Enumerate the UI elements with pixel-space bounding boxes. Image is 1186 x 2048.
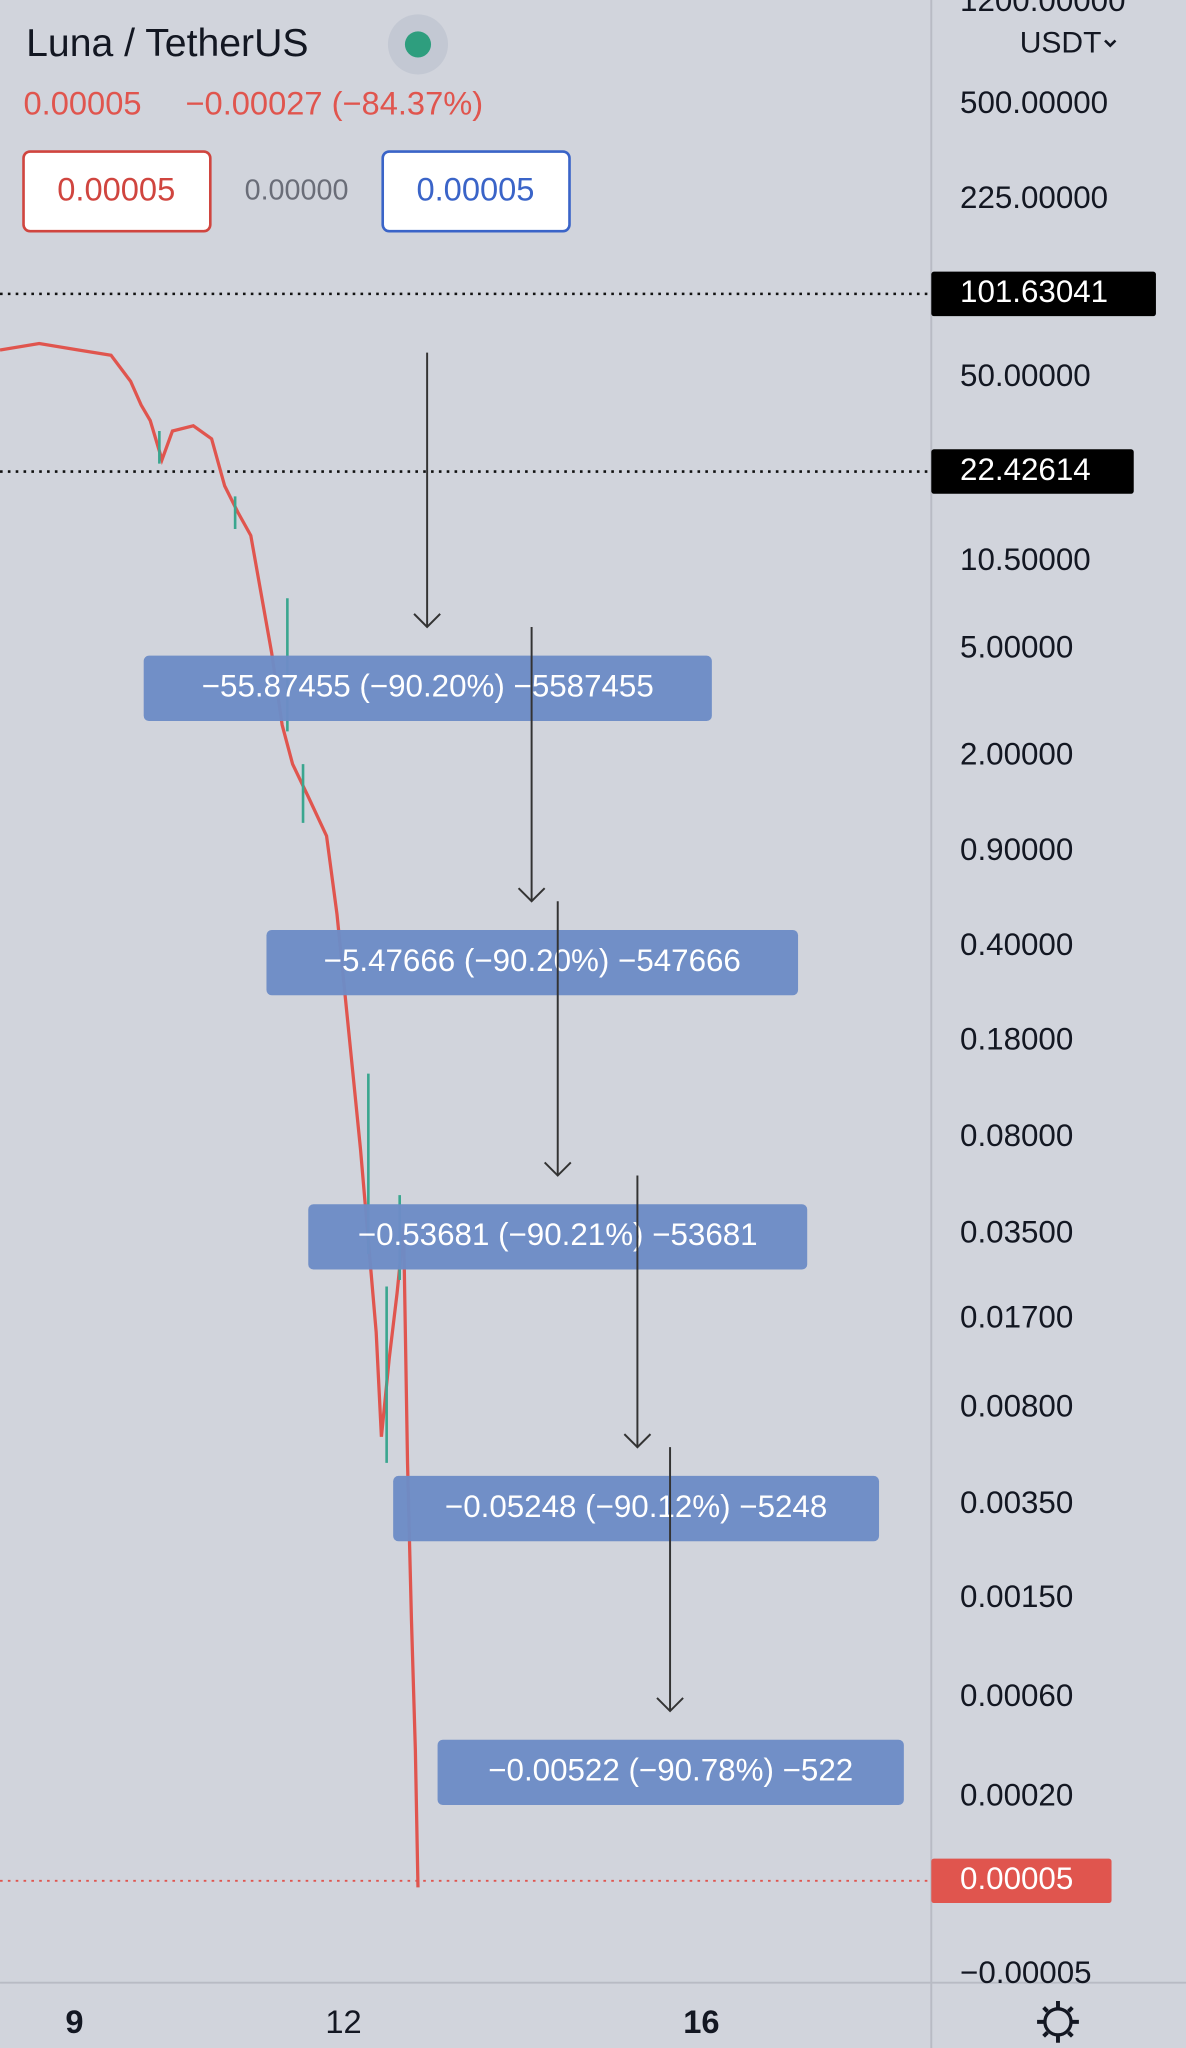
- price-label: 10.50000: [960, 542, 1091, 577]
- price-label: 0.03500: [960, 1215, 1073, 1250]
- time-label: 12: [325, 2003, 361, 2040]
- settings-icon[interactable]: [1037, 2000, 1079, 2043]
- price-label: 0.00020: [960, 1778, 1073, 1813]
- price-label: 50.00000: [960, 358, 1091, 393]
- price-series: [0, 341, 420, 1888]
- measure-box: [266, 929, 799, 996]
- symbol: Luna / TetherUS: [26, 22, 308, 65]
- price-marker-label: 0.00005: [960, 1861, 1073, 1896]
- price-label: 2.00000: [960, 737, 1073, 772]
- price-label: 0.00800: [960, 1388, 1073, 1423]
- price-label: 0.01700: [960, 1299, 1073, 1334]
- price-marker: [931, 449, 1134, 494]
- measure-box: [393, 1475, 880, 1542]
- price-label: 225.00000: [960, 180, 1108, 215]
- time-label: 9: [65, 2003, 83, 2040]
- dropdown-chevron: [1104, 39, 1117, 48]
- price-label: −0.00005: [960, 1955, 1092, 1990]
- price-label: 0.18000: [960, 1021, 1073, 1056]
- status-dot: [404, 31, 432, 58]
- price-label: 0.08000: [960, 1118, 1073, 1153]
- price-label: 5.00000: [960, 629, 1073, 664]
- measure-arrowhead: [517, 887, 546, 903]
- measure-box: [308, 1204, 808, 1270]
- sell-button[interactable]: [22, 150, 212, 233]
- price: 0.00005: [24, 84, 142, 121]
- price-marker-label: 101.63041: [960, 274, 1108, 309]
- price-label: 0.00350: [960, 1485, 1073, 1520]
- measure-arrowhead: [623, 1433, 652, 1449]
- measure-arrowhead: [413, 613, 441, 629]
- measure-box: [143, 655, 712, 721]
- price-label: 500.00000: [960, 85, 1108, 120]
- measure-label: −5.47666 (−90.20%) −547666: [324, 943, 741, 978]
- measure-label: −55.87455 (−90.20%) −5587455: [202, 669, 654, 704]
- measure-box: [437, 1739, 904, 1806]
- measure-label: −0.53681 (−90.21%) −53681: [358, 1217, 758, 1252]
- bid[interactable]: 0.00005: [57, 171, 175, 208]
- price-label: 0.00150: [960, 1579, 1073, 1614]
- price-label: 0.00060: [960, 1678, 1073, 1713]
- buy-button[interactable]: [381, 150, 571, 233]
- price-label: 0.40000: [960, 927, 1073, 962]
- currency-selector[interactable]: USDT: [1020, 26, 1102, 59]
- measure-label: −0.05248 (−90.12%) −5248: [445, 1489, 827, 1524]
- price-marker-label: 22.42614: [960, 452, 1091, 487]
- price-label: 1200.00000: [960, 0, 1126, 18]
- spread: 0.00000: [245, 175, 349, 207]
- measure-label: −0.00522 (−90.78%) −522: [488, 1753, 853, 1788]
- measure-arrowhead: [656, 1697, 684, 1713]
- price-marker: [931, 271, 1156, 317]
- price-marker: [931, 1858, 1112, 1904]
- time-label: 16: [683, 2003, 719, 2040]
- change: −0.00027 (−84.37%): [185, 84, 483, 121]
- measure-arrowhead: [543, 1161, 572, 1177]
- ask[interactable]: 0.00005: [416, 171, 534, 208]
- price-label: 0.90000: [960, 832, 1073, 867]
- header: Luna / TetherUS 0.00005 −0.00027 (−84.37…: [22, 14, 571, 233]
